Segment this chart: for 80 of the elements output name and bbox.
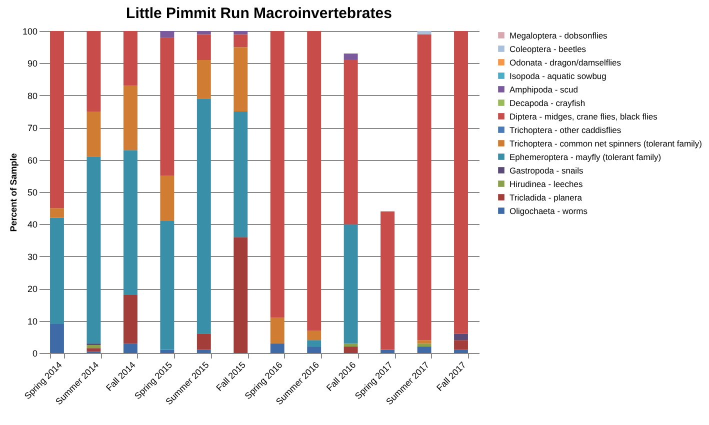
y-tick-label: 70 [27, 123, 38, 134]
bar [234, 34, 248, 48]
bar [86, 156, 101, 344]
bar [160, 176, 174, 221]
bar [160, 350, 174, 353]
bar [196, 60, 211, 99]
bar [344, 60, 358, 224]
bar [196, 350, 211, 353]
y-tick-label: 80 [27, 90, 38, 101]
legend-label: Hirudinea - leeches [510, 178, 583, 189]
bar [160, 37, 174, 176]
y-tick-label: 60 [27, 155, 38, 166]
y-tick-label: 30 [27, 252, 38, 262]
bar [160, 220, 174, 350]
legend-label: Tricladida - planera [510, 192, 582, 202]
bar [196, 31, 211, 34]
legend-label: Isopoda - aquatic sowbug [510, 70, 607, 81]
bar [454, 31, 468, 334]
bar [196, 98, 211, 334]
y-tick-label: 50 [27, 188, 38, 198]
y-axis-title: Percent of Sample [8, 153, 18, 232]
bar [270, 343, 284, 353]
bar [344, 54, 358, 60]
legend-label: Gastropoda - snails [510, 165, 584, 176]
bar [417, 34, 432, 340]
bar [307, 340, 322, 347]
legend-label: Amphipoda - scud [510, 84, 578, 94]
bar [123, 31, 138, 86]
bar [344, 343, 358, 347]
legend-label: Decapoda - crayfish [510, 98, 586, 108]
bar [234, 237, 248, 353]
legend-label: Oligochaeta - worms [510, 206, 588, 216]
bar [86, 348, 101, 352]
bar [454, 350, 468, 353]
legend-label: Trichoptera - other caddisflies [510, 124, 622, 135]
bar [417, 343, 432, 347]
bar [270, 31, 284, 318]
y-tick-label: 100 [22, 26, 38, 36]
bar [86, 112, 101, 157]
bar [86, 31, 101, 112]
legend-label: Diptera - midges, crane flies, black flies [510, 111, 658, 122]
bar [417, 340, 432, 344]
bar [344, 346, 358, 353]
bar [380, 350, 395, 353]
bar [344, 224, 358, 344]
bar [454, 340, 468, 350]
bar [380, 211, 395, 350]
y-tick-label: 40 [27, 220, 38, 230]
bar [270, 318, 284, 344]
bar [50, 31, 64, 208]
legend-label: Ephemeroptera - mayfly (tolerant family) [510, 152, 662, 162]
bar [234, 47, 248, 112]
bar [417, 31, 432, 34]
y-tick-label: 90 [27, 58, 38, 69]
bar [86, 344, 101, 348]
bar [50, 208, 64, 218]
bar [50, 218, 64, 324]
bar [50, 324, 64, 353]
bar [307, 31, 322, 330]
y-tick-label: 0 [32, 348, 38, 358]
bar [307, 346, 322, 353]
legend-label: Odonata - dragon/damselflies [510, 57, 622, 68]
legend-label: Trichoptera - common net spinners (tolerant family) [510, 138, 702, 148]
bar [160, 31, 174, 38]
bar [196, 334, 211, 350]
chart-title: Little Pimmit Run Macroinvertebrates [126, 5, 392, 22]
bar [307, 330, 322, 340]
y-tick-label: 10 [27, 316, 38, 326]
legend-label: Coleoptera - beetles [510, 44, 586, 54]
legend-label: Megaloptera - dobsonflies [510, 30, 608, 40]
bar [123, 150, 138, 296]
bar [123, 86, 138, 150]
y-tick-label: 20 [27, 284, 38, 294]
bar [123, 343, 138, 353]
bar [196, 34, 211, 60]
bar [234, 112, 248, 238]
bar [123, 295, 138, 344]
bar [454, 334, 468, 340]
bar [234, 31, 248, 34]
bar [417, 346, 432, 353]
